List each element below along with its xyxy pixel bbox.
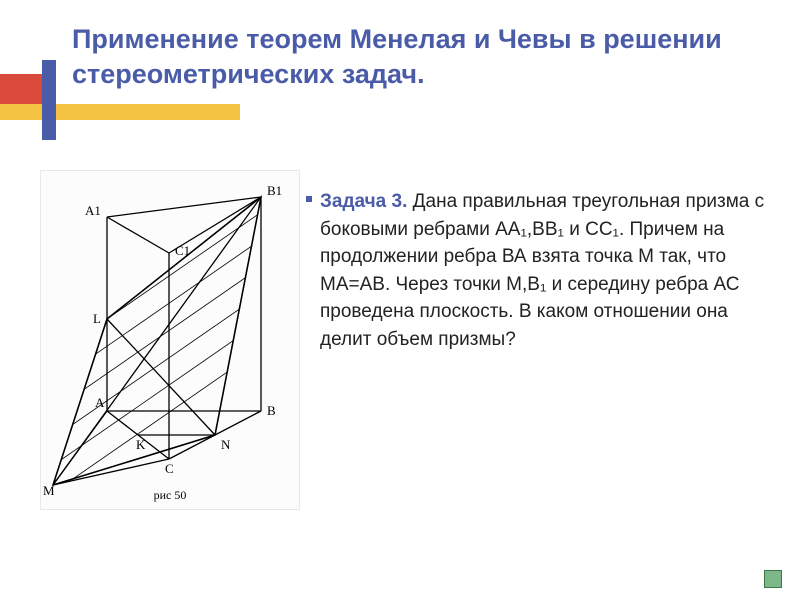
problem-body: Дана правильная треугольная призма с бок… bbox=[320, 191, 764, 350]
svg-text:C: C bbox=[165, 461, 174, 476]
svg-text:N: N bbox=[221, 437, 231, 452]
accent-yellow bbox=[0, 104, 240, 120]
bullet bbox=[306, 196, 312, 202]
geometry-figure: A B C A1 B1 C1 M L K N рис 50 bbox=[40, 170, 300, 510]
problem-text: Задача 3. Дана правильная треугольная пр… bbox=[320, 188, 780, 353]
figure-caption: рис 50 bbox=[154, 488, 187, 503]
svg-text:K: K bbox=[136, 437, 146, 452]
svg-text:C1: C1 bbox=[175, 243, 190, 258]
slide-title: Применение теорем Менелая и Чевы в решен… bbox=[72, 22, 762, 92]
svg-text:M: M bbox=[43, 483, 55, 498]
svg-text:A1: A1 bbox=[85, 203, 101, 218]
prism-svg: A B C A1 B1 C1 M L K N bbox=[41, 171, 301, 511]
home-icon[interactable] bbox=[764, 570, 782, 588]
svg-text:B1: B1 bbox=[267, 183, 282, 198]
svg-text:A: A bbox=[95, 395, 105, 410]
svg-text:B: B bbox=[267, 403, 276, 418]
svg-text:L: L bbox=[93, 311, 101, 326]
accent-blue bbox=[42, 60, 56, 140]
problem-label: Задача 3. bbox=[320, 191, 407, 212]
